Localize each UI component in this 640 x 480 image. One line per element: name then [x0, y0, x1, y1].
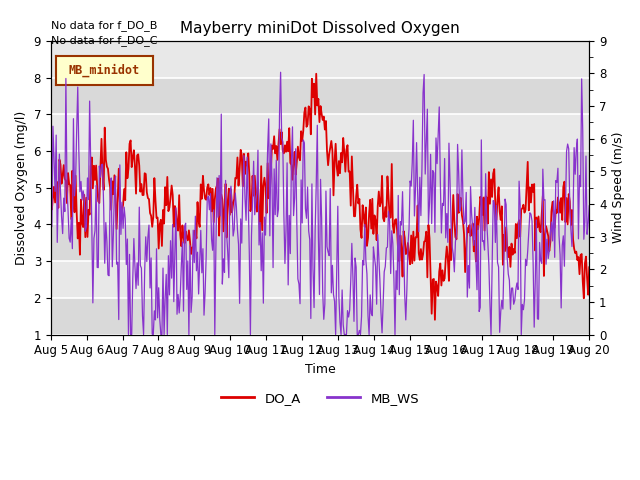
- Bar: [51, 224, 589, 261]
- Bar: [51, 78, 589, 114]
- Bar: [51, 151, 589, 188]
- Y-axis label: Wind Speed (m/s): Wind Speed (m/s): [612, 132, 625, 243]
- Title: Mayberry miniDot Dissolved Oxygen: Mayberry miniDot Dissolved Oxygen: [180, 21, 460, 36]
- Text: No data for f_DO_C: No data for f_DO_C: [51, 35, 157, 46]
- Bar: [51, 298, 589, 335]
- Legend: DO_A, MB_WS: DO_A, MB_WS: [216, 386, 424, 410]
- Y-axis label: Dissolved Oxygen (mg/l): Dissolved Oxygen (mg/l): [15, 110, 28, 265]
- X-axis label: Time: Time: [305, 363, 335, 376]
- Text: No data for f_DO_B: No data for f_DO_B: [51, 20, 157, 31]
